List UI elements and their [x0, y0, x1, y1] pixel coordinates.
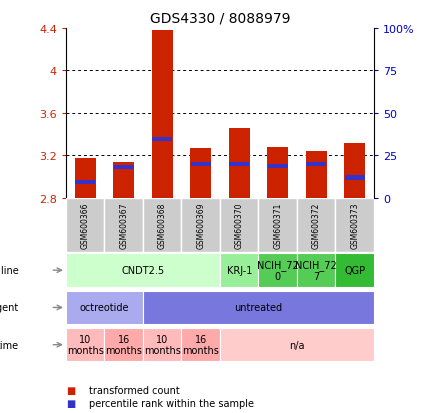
Text: NCIH_72
7: NCIH_72 7 — [295, 259, 337, 282]
Bar — [75, 180, 95, 185]
Bar — [344, 143, 366, 198]
Bar — [105, 328, 143, 362]
Bar — [143, 291, 374, 325]
Bar — [306, 152, 327, 198]
Bar — [297, 198, 335, 252]
Bar — [220, 328, 374, 362]
Bar — [143, 198, 181, 252]
Text: percentile rank within the sample: percentile rank within the sample — [89, 398, 254, 408]
Bar — [190, 149, 211, 198]
Bar — [258, 254, 297, 287]
Bar — [74, 159, 96, 198]
Text: cell line: cell line — [0, 266, 19, 275]
Text: 16
months: 16 months — [105, 334, 142, 356]
Text: QGP: QGP — [344, 266, 366, 275]
Text: agent: agent — [0, 303, 19, 313]
Bar — [152, 31, 173, 198]
Text: 16
months: 16 months — [182, 334, 219, 356]
Text: GSM600367: GSM600367 — [119, 202, 128, 248]
Title: GDS4330 / 8088979: GDS4330 / 8088979 — [150, 11, 290, 25]
Bar — [258, 198, 297, 252]
Text: 10
months: 10 months — [67, 334, 104, 356]
Bar — [66, 254, 220, 287]
Bar — [345, 176, 365, 180]
Text: CNDT2.5: CNDT2.5 — [122, 266, 164, 275]
Bar — [66, 198, 105, 252]
Text: n/a: n/a — [289, 340, 305, 350]
Bar — [220, 198, 258, 252]
Bar — [220, 254, 258, 287]
Bar — [191, 162, 211, 166]
Text: ■: ■ — [66, 398, 75, 408]
Bar — [267, 147, 288, 198]
Text: GSM600370: GSM600370 — [235, 202, 244, 248]
Bar — [268, 164, 288, 169]
Text: NCIH_72
0: NCIH_72 0 — [257, 259, 299, 282]
Bar — [181, 328, 220, 362]
Text: octreotide: octreotide — [79, 303, 129, 313]
Text: GSM600372: GSM600372 — [312, 202, 321, 248]
Text: GSM600371: GSM600371 — [273, 202, 282, 248]
Bar — [229, 162, 249, 166]
Text: KRJ-1: KRJ-1 — [227, 266, 252, 275]
Bar — [105, 198, 143, 252]
Bar — [229, 128, 250, 198]
Text: GSM600373: GSM600373 — [350, 202, 359, 248]
Bar — [143, 328, 181, 362]
Bar — [113, 166, 134, 170]
Text: GSM600369: GSM600369 — [196, 202, 205, 248]
Bar — [66, 291, 143, 325]
Text: GSM600368: GSM600368 — [158, 202, 167, 248]
Text: ■: ■ — [66, 385, 75, 395]
Bar — [306, 162, 326, 166]
Bar — [66, 328, 105, 362]
Bar — [152, 138, 172, 142]
Bar — [335, 254, 374, 287]
Bar — [181, 198, 220, 252]
Text: transformed count: transformed count — [89, 385, 180, 395]
Text: time: time — [0, 340, 19, 350]
Bar — [335, 198, 374, 252]
Text: 10
months: 10 months — [144, 334, 181, 356]
Bar — [297, 254, 335, 287]
Text: untreated: untreated — [235, 303, 283, 313]
Text: GSM600366: GSM600366 — [81, 202, 90, 248]
Bar — [113, 162, 134, 198]
